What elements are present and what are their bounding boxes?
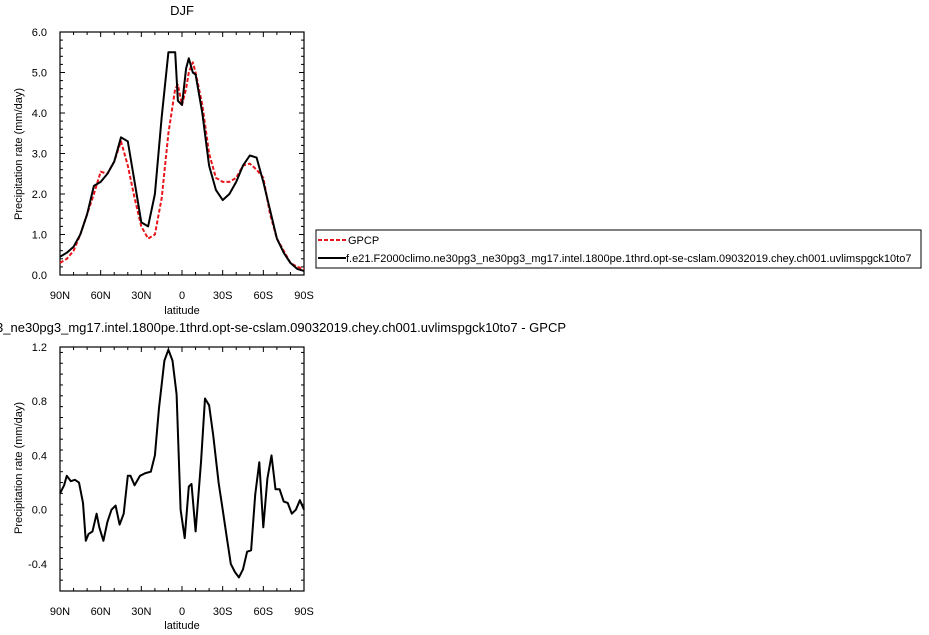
top-chart-title: DJF bbox=[170, 3, 194, 18]
bottom-chart-title: f.e21.F2000climo.ne30pg3_ne30pg3_mg17.in… bbox=[0, 320, 566, 335]
top-y-tick-label: 5.0 bbox=[32, 68, 47, 80]
top-y-tick-label: 0.0 bbox=[32, 270, 47, 282]
bottom-x-tick-label: 90S bbox=[294, 606, 314, 618]
top-y-tick-label: 1.0 bbox=[32, 230, 47, 242]
bottom-x-tick-label: 30N bbox=[131, 606, 151, 618]
bottom-y-tick-label: 1.2 bbox=[32, 342, 47, 354]
bottom-plot-frame bbox=[59, 346, 305, 592]
top-x-tick-label: 30S bbox=[213, 290, 233, 302]
bottom-series-line-0 bbox=[59, 348, 305, 579]
bottom-y-tick-label: 0.0 bbox=[32, 505, 47, 517]
bottom-x-tick-label: 30S bbox=[213, 606, 233, 618]
bottom-x-tick-label: 60S bbox=[254, 606, 274, 618]
top-plot-area: 90N 60N 30N 0 30S 60S 90S 0.0 1.0 2.0 3.0 4.0 5.0 6.0 bbox=[32, 27, 314, 302]
top-y-tick-label: 3.0 bbox=[32, 149, 47, 161]
legend-model-label: f.e21.F2000climo.ne30pg3_ne30pg3_mg17.in… bbox=[346, 253, 911, 265]
top-y-tick-label: 2.0 bbox=[32, 189, 47, 201]
top-chart: DJF 90N 60N 30N 0 30S 60S 90S 0.0 1.0 2.0 3.0 4.0 5.… bbox=[13, 3, 314, 317]
legend-gpcp-label: GPCP bbox=[348, 235, 379, 247]
bottom-y-axis-label: Precipitation rate (mm/day) bbox=[13, 402, 25, 534]
legend: GPCP f.e21.F2000climo.ne30pg3_ne30pg3_mg… bbox=[315, 229, 922, 269]
bottom-chart: f.e21.F2000climo.ne30pg3_ne30pg3_mg17.in… bbox=[0, 320, 566, 632]
top-series-line-1 bbox=[59, 51, 305, 272]
top-y-tick-label: 4.0 bbox=[32, 108, 47, 120]
top-series-line-0 bbox=[59, 61, 305, 270]
bottom-y-tick-label: 0.4 bbox=[32, 450, 47, 462]
top-plot-frame bbox=[59, 31, 305, 276]
top-y-axis-label: Precipitation rate (mm/day) bbox=[13, 88, 25, 220]
top-x-tick-label: 90N bbox=[50, 290, 70, 302]
bottom-y-tick-label: 0.8 bbox=[32, 396, 47, 408]
bottom-x-tick-label: 90N bbox=[50, 606, 70, 618]
legend-box bbox=[315, 229, 922, 269]
top-x-tick-label: 0 bbox=[179, 290, 185, 302]
bottom-x-tick-label: 0 bbox=[179, 606, 185, 618]
top-x-tick-label: 60N bbox=[91, 290, 111, 302]
top-x-axis-label: latitude bbox=[164, 305, 199, 317]
top-y-tick-label: 6.0 bbox=[32, 27, 47, 39]
bottom-x-axis-label: latitude bbox=[164, 620, 199, 632]
bottom-plot-area: 90N 60N 30N 0 30S 60S 90S -0.4 0.0 0.4 0.8 1.2 bbox=[28, 342, 314, 618]
bottom-x-tick-label: 60N bbox=[91, 606, 111, 618]
top-x-tick-label: 30N bbox=[131, 290, 151, 302]
top-x-tick-label: 90S bbox=[294, 290, 314, 302]
bottom-y-tick-label: -0.4 bbox=[28, 559, 47, 571]
top-x-tick-label: 60S bbox=[254, 290, 274, 302]
